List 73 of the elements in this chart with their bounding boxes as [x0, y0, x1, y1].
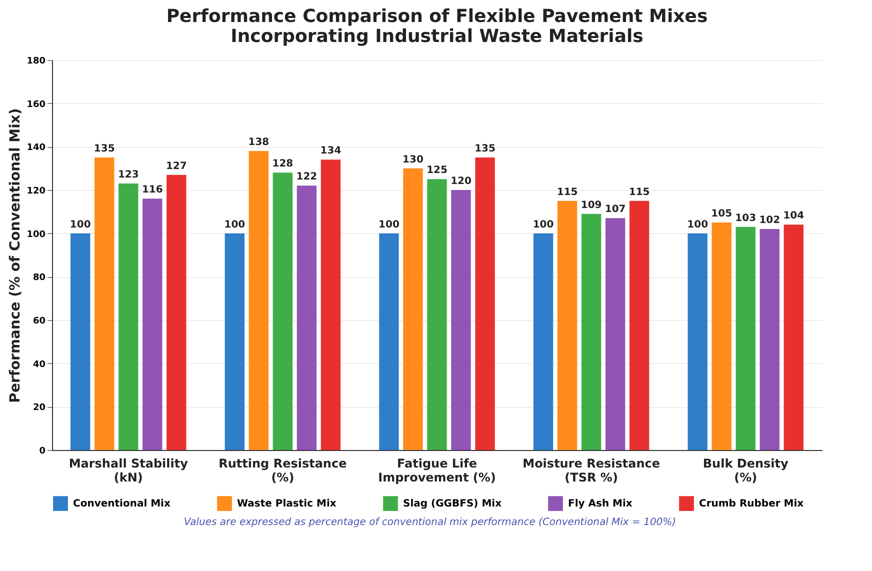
bar — [379, 233, 399, 450]
bar — [760, 229, 780, 450]
legend-label: Fly Ash Mix — [568, 498, 633, 510]
bar — [427, 179, 447, 450]
bar — [451, 190, 471, 450]
bar — [784, 224, 804, 450]
x-tick-label: Bulk Density (%) — [702, 456, 788, 484]
bar — [224, 233, 245, 450]
bar — [70, 233, 90, 450]
data-label: 135 — [474, 144, 496, 154]
y-tick-label: 20 — [32, 403, 46, 414]
y-tick-label: 180 — [26, 56, 46, 66]
data-label: 128 — [272, 158, 294, 170]
x-tick-label: Marshall Stability (kN) — [68, 456, 188, 484]
bar — [403, 168, 423, 450]
x-tick-label: Fatigue Life Improvement (%) — [378, 456, 496, 484]
data-label: 125 — [426, 165, 448, 176]
bar — [94, 158, 114, 450]
data-label: 130 — [402, 154, 424, 166]
data-label: 102 — [759, 215, 780, 226]
data-label: 100 — [224, 219, 246, 230]
bar — [272, 172, 293, 450]
bar — [475, 158, 495, 450]
data-label: 115 — [556, 186, 578, 198]
y-tick-label: 120 — [26, 186, 46, 196]
bar — [248, 151, 269, 450]
data-label: 122 — [296, 172, 318, 183]
y-tick-label: 40 — [32, 360, 46, 370]
legend-label: Waste Plastic Mix — [237, 498, 337, 510]
bar — [533, 233, 554, 450]
y-tick-label: 80 — [32, 273, 46, 284]
bar — [320, 160, 341, 450]
y-tick-label: 160 — [26, 100, 46, 110]
data-label: 100 — [532, 219, 554, 230]
y-tick-label: 140 — [26, 143, 46, 154]
bar — [166, 174, 186, 450]
data-label: 135 — [94, 144, 115, 154]
data-label: 116 — [142, 184, 163, 196]
x-tick-label: Rutting Resistance (%) — [218, 456, 347, 484]
y-tick-label: 0 — [39, 446, 46, 456]
x-tick-label: Moisture Resistance (TSR %) — [522, 456, 660, 484]
data-label: 109 — [580, 200, 602, 211]
data-label: 100 — [378, 219, 400, 230]
data-label: 103 — [735, 212, 756, 224]
data-label: 127 — [166, 160, 187, 172]
y-tick-label: 100 — [26, 230, 46, 240]
bar — [296, 186, 317, 450]
bar — [581, 214, 602, 450]
data-label: 120 — [450, 176, 472, 187]
data-label: 104 — [783, 210, 804, 222]
bar — [605, 218, 626, 450]
data-label: 115 — [628, 186, 650, 198]
bar — [736, 226, 756, 450]
bar — [712, 222, 732, 450]
bar — [688, 233, 708, 450]
legend-label: Crumb Rubber Mix — [699, 498, 804, 510]
data-label: 105 — [711, 208, 732, 220]
bar — [557, 200, 578, 450]
data-label: 100 — [70, 219, 91, 230]
data-label: 138 — [248, 137, 270, 148]
legend-label: Slag (GGBFS) Mix — [403, 498, 502, 510]
y-axis-title: Performance (% of Conventional Mix) — [8, 108, 24, 403]
data-label: 107 — [604, 204, 626, 216]
bar — [629, 200, 650, 450]
legend-label: Conventional Mix — [73, 498, 171, 510]
bar — [118, 184, 138, 450]
text: Values are expressed as percentage of conventional mix performance (Conventional Mix = 100%) — [182, 517, 678, 528]
data-label: 134 — [320, 146, 342, 157]
data-label: 123 — [118, 170, 139, 180]
bar — [142, 198, 162, 450]
chart-title: Performance Comparison of Flexible Pavement Mixes Incorporating Industrial Waste Materials — [166, 6, 708, 47]
data-label: 100 — [687, 219, 708, 230]
y-tick-label: 60 — [32, 316, 46, 326]
